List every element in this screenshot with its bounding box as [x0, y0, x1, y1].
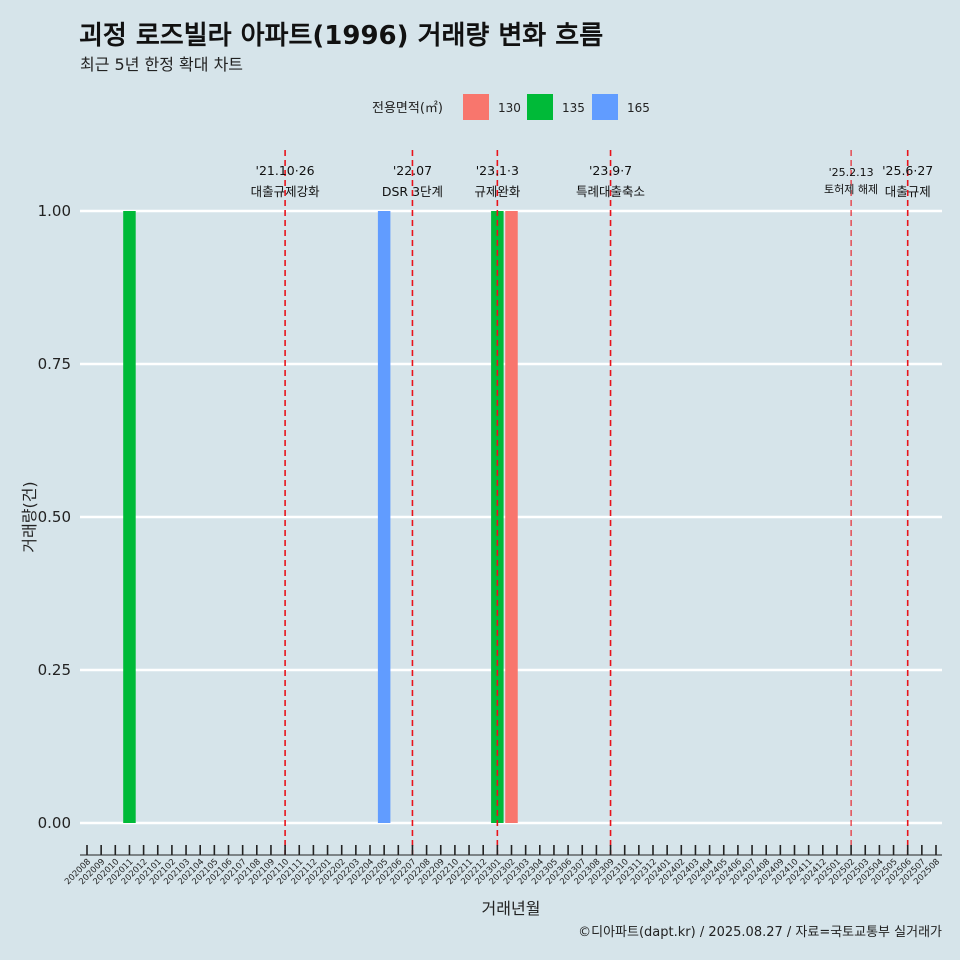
event-lines [284, 150, 909, 855]
bar-202301-135 [491, 211, 504, 823]
caption: ©디아파트(dapt.kr) / 2025.08.27 / 자료=국토교통부 실… [578, 925, 942, 940]
bar-202302-130 [505, 211, 518, 823]
event-label: 토허제 해제 [824, 182, 878, 196]
y-tick-label: 0.00 [38, 814, 71, 832]
event-label: 규제완화 [474, 184, 521, 199]
x-axis: 2020082020092020102020112020122021012021… [63, 845, 942, 887]
y-tick-label: 0.25 [38, 661, 71, 679]
y-tick-label: 0.75 [38, 355, 71, 373]
chart-title: 괴정 로즈빌라 아파트(1996) 거래량 변화 흐름 [79, 21, 603, 51]
y-tick-label: 0.50 [38, 508, 71, 526]
y-axis: 0.00 0.25 0.50 0.75 1.00 [38, 202, 71, 832]
y-axis-label: 거래량(건) [20, 481, 39, 552]
legend-title: 전용면적(㎡) [372, 101, 443, 116]
event-date: '23.1·3 [476, 163, 519, 178]
event-date: '23.9·7 [589, 163, 632, 178]
event-date: '21.10·26 [256, 163, 315, 178]
event-label: DSR 3단계 [382, 184, 443, 199]
event-date: '25.6·27 [882, 163, 933, 178]
y-tick-label: 1.00 [38, 202, 71, 220]
event-label: 대출규제 [885, 184, 931, 199]
legend-swatch-135 [527, 94, 553, 120]
event-label: 대출규제강화 [251, 184, 321, 199]
bar-202205-165 [377, 211, 391, 823]
event-date: '25.2.13 [829, 166, 874, 179]
x-axis-label: 거래년월 [482, 899, 541, 918]
event-label: 특례대출축소 [576, 184, 645, 199]
legend-label-165: 165 [627, 101, 650, 115]
event-date: '22.07 [393, 163, 432, 178]
legend-swatch-165 [592, 94, 618, 120]
bar-202011-135 [123, 211, 136, 823]
legend-swatch-130 [463, 94, 489, 120]
chart-subtitle: 최근 5년 한정 확대 차트 [80, 55, 243, 74]
legend: 전용면적(㎡) 130 135 165 [372, 94, 650, 120]
legend-label-130: 130 [498, 101, 521, 115]
bars [123, 211, 518, 823]
legend-label-135: 135 [562, 101, 585, 115]
event-annotations: '21.10·26 대출규제강화 '22.07 DSR 3단계 '23.1·3 규제완화 '… [251, 163, 934, 199]
